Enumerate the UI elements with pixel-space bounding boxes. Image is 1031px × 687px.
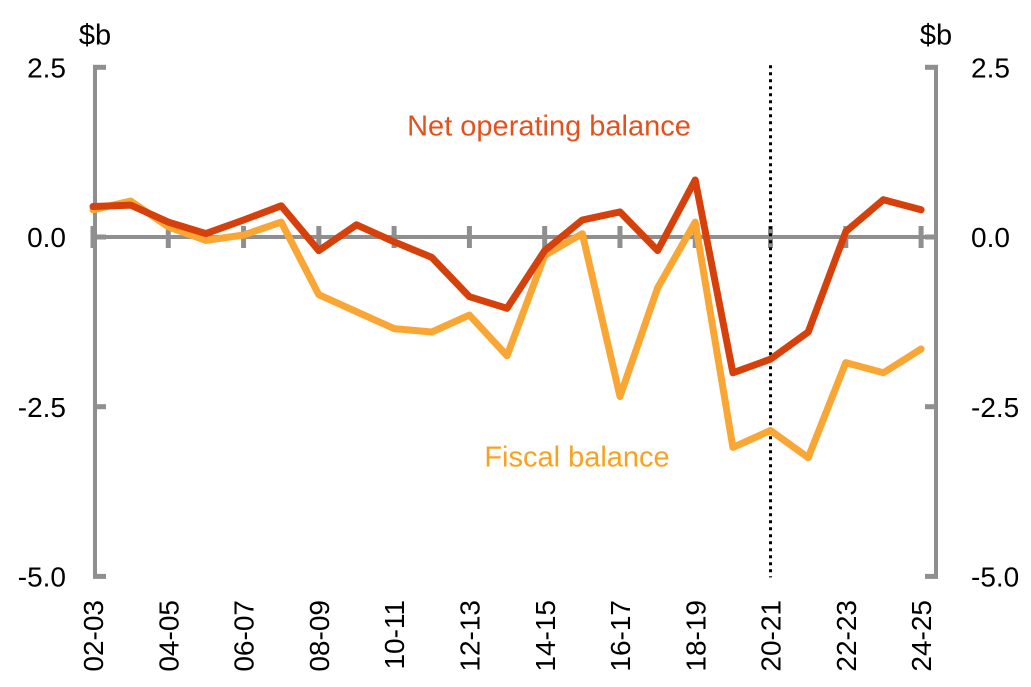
- x-axis-tick-label: 04-05: [153, 600, 184, 672]
- y-axis-tick-label-left: -5.0: [18, 561, 66, 592]
- x-axis-tick-label: 16-17: [605, 600, 636, 672]
- y-axis-tick-label-left: 2.5: [27, 52, 66, 83]
- left-axis-tick: [93, 404, 106, 410]
- x-axis-tick-label: 08-09: [304, 600, 335, 672]
- net-operating-balance-label: Net operating balance: [407, 110, 691, 143]
- y-axis-tick-label-right: 2.5: [971, 52, 1010, 83]
- net-operating-balance-line: [89, 176, 925, 377]
- x-axis-tick-label: 12-13: [454, 600, 485, 672]
- x-axis-tick-label: 14-15: [530, 600, 561, 672]
- fiscal-balance-label: Fiscal balance: [484, 441, 670, 474]
- right-value-axis: [934, 65, 938, 579]
- left-axis-unit-label: $b: [78, 19, 112, 52]
- x-axis-tick: [768, 226, 774, 248]
- left-axis-tick: [93, 64, 106, 70]
- left-axis-tick: [93, 573, 106, 579]
- x-axis-tick: [316, 226, 322, 248]
- x-axis-tick-label: 02-03: [78, 600, 109, 672]
- x-axis-tick: [165, 226, 171, 248]
- x-axis-tick-label: 22-23: [831, 600, 862, 672]
- y-axis-tick-label-left: 0.0: [27, 222, 66, 253]
- x-axis-tick-label: 10-11: [379, 600, 410, 670]
- right-axis-tick: [925, 404, 938, 410]
- y-axis-tick-label-right: 0.0: [971, 222, 1010, 253]
- x-axis-tick-label: 18-19: [680, 600, 711, 672]
- right-axis-tick: [925, 64, 938, 70]
- x-axis-tick: [617, 226, 623, 248]
- x-axis-tick-label: 06-07: [229, 600, 260, 672]
- y-axis-tick-label-left: -2.5: [18, 392, 66, 423]
- x-axis-tick: [391, 226, 397, 248]
- x-axis-tick: [918, 226, 924, 248]
- right-axis-tick: [925, 573, 938, 579]
- fiscal-balance-line: [89, 197, 925, 462]
- x-axis-tick: [90, 226, 96, 248]
- x-axis-tick: [542, 226, 548, 248]
- left-value-axis: [93, 65, 97, 579]
- y-axis-tick-label-right: -2.5: [971, 392, 1019, 423]
- x-axis-tick-label: 24-25: [906, 600, 937, 672]
- x-axis-tick-label: 20-21: [756, 600, 787, 672]
- y-axis-tick-label-right: -5.0: [971, 561, 1019, 592]
- x-axis-tick: [466, 226, 472, 248]
- zero-line: [95, 235, 936, 239]
- right-axis-unit-label: $b: [919, 19, 953, 52]
